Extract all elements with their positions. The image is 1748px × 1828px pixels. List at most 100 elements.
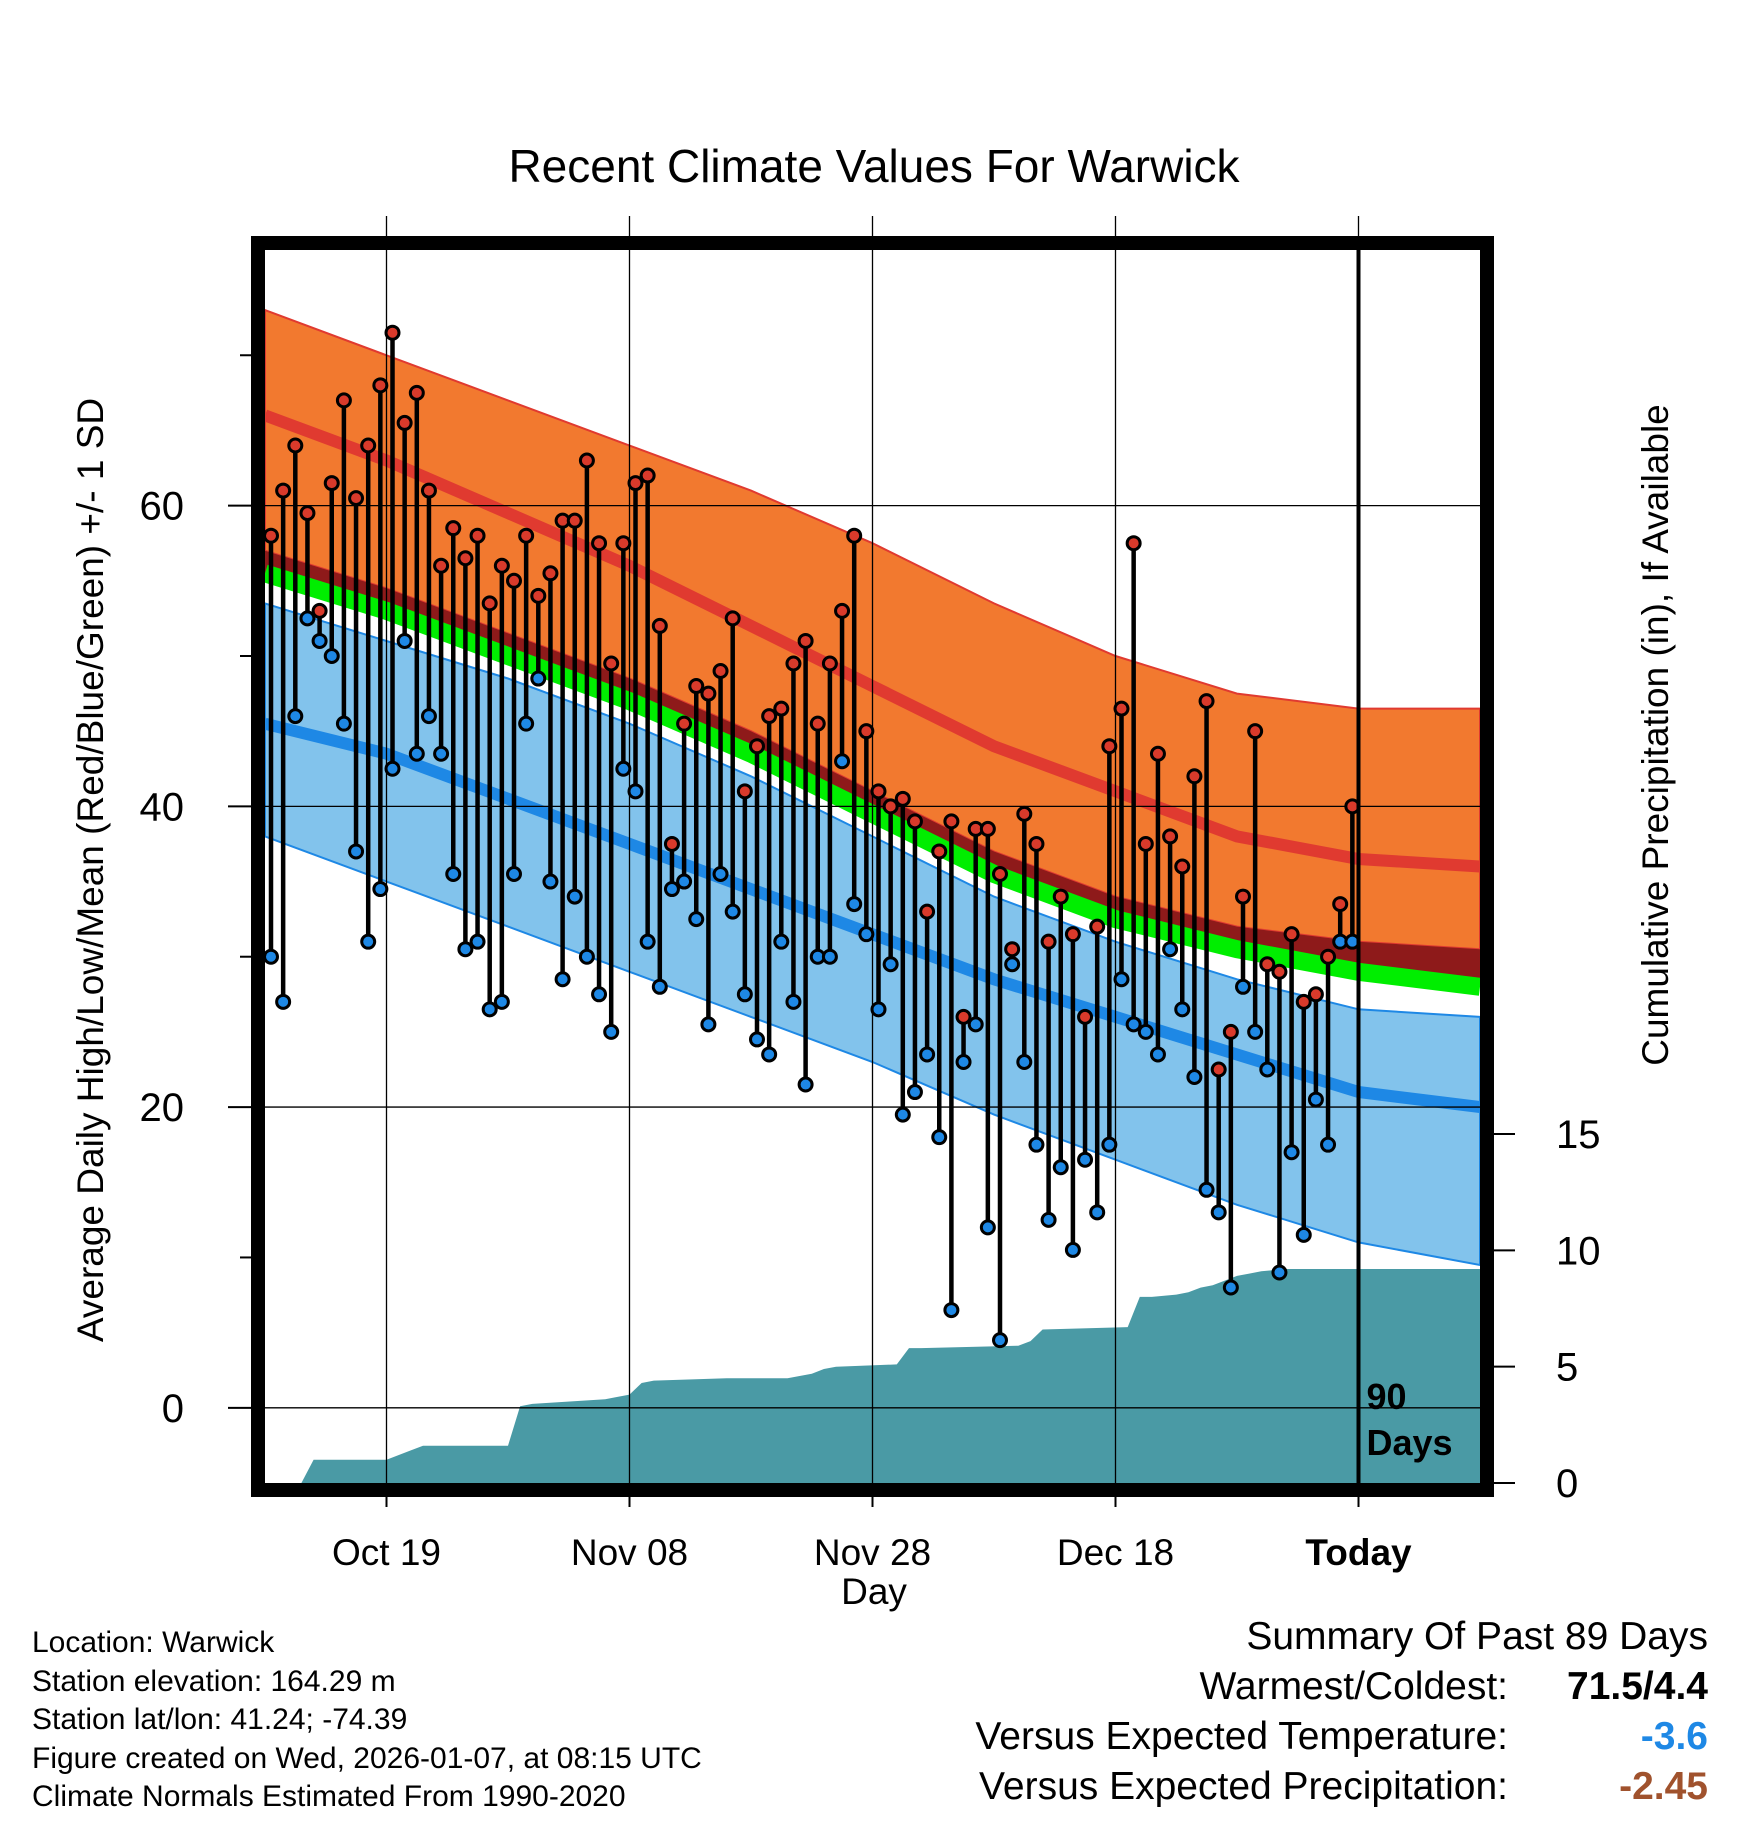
daily-low-point [761, 1046, 778, 1063]
daily-low-point [457, 941, 474, 958]
daily-low-point [846, 896, 863, 913]
daily-low-point [627, 783, 644, 800]
x-tick-label: Oct 19 [332, 1532, 441, 1573]
daily-low-point [688, 911, 705, 928]
daily-low-point [396, 632, 413, 649]
daily-low-point [1320, 1136, 1337, 1153]
temp-anomaly-value: -3.6 [1640, 1715, 1708, 1758]
daily-high-point [688, 678, 705, 695]
daily-low-point [433, 745, 450, 762]
daily-low-point [335, 715, 352, 732]
summary-panel: Summary Of Past 89 Days Warmest/Coldest:… [975, 1612, 1708, 1812]
daily-high-point [1040, 933, 1057, 950]
today-annotation-days-count: 90 [1367, 1376, 1407, 1417]
y2-tick-label: 10 [1556, 1229, 1601, 1273]
daily-low-point [1113, 971, 1130, 988]
daily-high-point [834, 602, 851, 619]
daily-high-point [360, 437, 377, 454]
daily-low-point [1162, 941, 1179, 958]
normals-text: Climate Normals Estimated From 1990-2020 [32, 1780, 626, 1813]
daily-high-point [749, 738, 765, 755]
daily-low-point [506, 866, 522, 883]
daily-low-point [736, 986, 753, 1003]
daily-low-point [530, 670, 547, 687]
daily-high-point [1247, 723, 1264, 740]
daily-high-point [469, 527, 486, 544]
daily-high-point [724, 610, 741, 627]
daily-high-point [797, 632, 814, 649]
daily-low-point [348, 843, 365, 860]
daily-low-point [287, 708, 304, 725]
x-tick-label: Nov 28 [814, 1532, 931, 1573]
daily-high-point [1016, 805, 1033, 822]
daily-low-point [1077, 1151, 1094, 1168]
daily-high-point [566, 512, 583, 529]
daily-high-point [603, 655, 620, 672]
daily-low-point [408, 745, 425, 762]
y-tick-label: 40 [140, 785, 185, 829]
daily-high-point [906, 813, 923, 830]
daily-high-point [445, 520, 462, 537]
daily-low-point [469, 933, 486, 950]
daily-low-point [1089, 1204, 1106, 1221]
daily-high-point [821, 655, 838, 672]
daily-low-point [1149, 1046, 1166, 1063]
daily-high-point [299, 505, 316, 522]
daily-low-point [906, 1084, 923, 1101]
daily-low-point [1040, 1211, 1057, 1228]
daily-low-point [1295, 1226, 1312, 1243]
daily-high-point [615, 535, 632, 552]
daily-high-point [1101, 738, 1118, 755]
daily-low-point [1283, 1144, 1300, 1161]
daily-low-point [821, 948, 838, 965]
created-text: Figure created on Wed, 2026-01-07, at 08… [32, 1741, 702, 1775]
daily-low-point [797, 1076, 814, 1093]
daily-high-point [858, 723, 875, 740]
daily-low-point [894, 1106, 911, 1123]
daily-high-point [542, 565, 559, 582]
daily-high-point [481, 595, 498, 612]
daily-high-point [1174, 858, 1191, 875]
daily-low-point [615, 760, 632, 777]
daily-high-point [1113, 700, 1130, 717]
daily-low-point [603, 1023, 620, 1040]
precip-anomaly-label: Versus Expected Precipitation: [979, 1765, 1508, 1808]
daily-high-point [1186, 768, 1203, 785]
daily-low-point [943, 1302, 960, 1319]
daily-low-point [724, 903, 741, 920]
daily-high-point [663, 835, 680, 852]
daily-high-point [1295, 993, 1312, 1010]
daily-high-point [1089, 918, 1106, 935]
daily-high-point [506, 572, 522, 589]
daily-low-point [542, 873, 559, 890]
daily-low-point [870, 1001, 887, 1018]
daily-low-point [712, 866, 729, 883]
daily-high-point [846, 527, 863, 544]
daily-low-point [360, 933, 377, 950]
y2-axis-label: Cumulative Precipitation (in), If Availa… [1635, 404, 1676, 1066]
daily-high-point [591, 535, 608, 552]
daily-low-point [323, 647, 340, 664]
daily-high-point [761, 708, 778, 725]
daily-low-point [700, 1016, 717, 1033]
daily-high-point [1198, 693, 1215, 710]
daily-high-point [943, 813, 960, 830]
daily-high-point [1052, 888, 1069, 905]
daily-high-point [1307, 986, 1324, 1003]
latlon-text: Station lat/lon: 41.24; -74.39 [32, 1703, 408, 1736]
daily-high-point [323, 475, 340, 492]
daily-high-point [1162, 828, 1179, 845]
daily-high-point [1149, 745, 1166, 762]
daily-low-point [967, 1016, 984, 1033]
daily-high-point [785, 655, 802, 672]
daily-low-point [554, 971, 571, 988]
daily-low-point [384, 760, 401, 777]
daily-high-point [1004, 941, 1021, 958]
precip-anomaly-value: -2.45 [1619, 1765, 1708, 1808]
chart-title: Recent Climate Values For Warwick [508, 140, 1240, 192]
daily-low-point [578, 948, 595, 965]
daily-high-point [408, 384, 425, 401]
daily-high-point [493, 557, 510, 574]
daily-high-point [919, 903, 936, 920]
daily-high-point [348, 490, 365, 507]
